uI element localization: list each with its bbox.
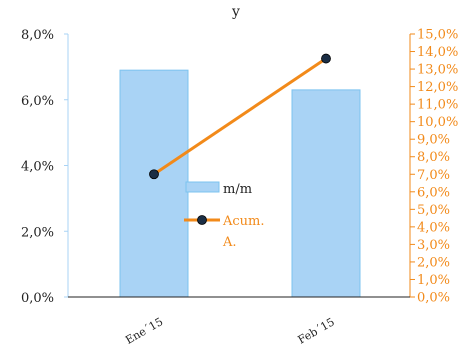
right-tick-label: 1,0% xyxy=(417,273,450,288)
right-tick-label: 15,0% xyxy=(417,28,458,43)
legend-label-acum-a: A. xyxy=(222,235,237,250)
right-tick-label: 8,0% xyxy=(417,150,450,165)
left-tick-label: 8,0% xyxy=(21,28,54,43)
right-tick-label: 2,0% xyxy=(417,255,450,270)
right-tick-label: 5,0% xyxy=(417,203,450,218)
x-tick-label: Feb´15 xyxy=(296,315,337,346)
right-tick-label: 12,0% xyxy=(417,80,458,95)
right-tick-label: 9,0% xyxy=(417,133,450,148)
x-axis: Ene´15 Feb´15 xyxy=(68,296,410,347)
left-axis: 0,0% 2,0% 4,0% 6,0% 8,0% xyxy=(21,28,69,306)
chart-title: y xyxy=(231,4,240,20)
right-tick-label: 13,0% xyxy=(417,63,458,78)
legend-label-acum: Acum. xyxy=(222,214,265,229)
line-point xyxy=(321,53,331,64)
left-tick-label: 0,0% xyxy=(21,291,54,306)
right-axis: 0,0% 1,0% 2,0% 3,0% 4,0% 5,0% 6,0% 7,0% 8,0% 9,0%… xyxy=(409,28,458,306)
right-tick-label: 10,0% xyxy=(417,115,458,130)
right-tick-label: 4,0% xyxy=(417,220,450,235)
line-series xyxy=(149,53,331,180)
legend-label-m-m: m/m xyxy=(223,182,252,197)
bar xyxy=(119,69,189,298)
line-point xyxy=(149,169,159,180)
legend-bar-swatch xyxy=(185,181,220,193)
left-tick-label: 2,0% xyxy=(21,225,54,240)
right-tick-label: 11,0% xyxy=(417,98,458,113)
bar xyxy=(291,89,361,298)
x-tick-label: Ene´15 xyxy=(123,315,165,347)
right-tick-label: 14,0% xyxy=(417,45,458,60)
legend-line-marker xyxy=(197,215,207,225)
line-series-path xyxy=(153,57,327,176)
right-tick-label: 6,0% xyxy=(417,185,450,200)
right-tick-label: 0,0% xyxy=(417,291,450,306)
legend: m/m Acum. A. xyxy=(184,181,265,250)
left-tick-label: 6,0% xyxy=(21,94,54,109)
left-tick-label: 4,0% xyxy=(21,160,54,175)
right-tick-label: 7,0% xyxy=(417,168,450,183)
bar-series xyxy=(119,69,361,298)
right-tick-label: 3,0% xyxy=(417,238,450,253)
